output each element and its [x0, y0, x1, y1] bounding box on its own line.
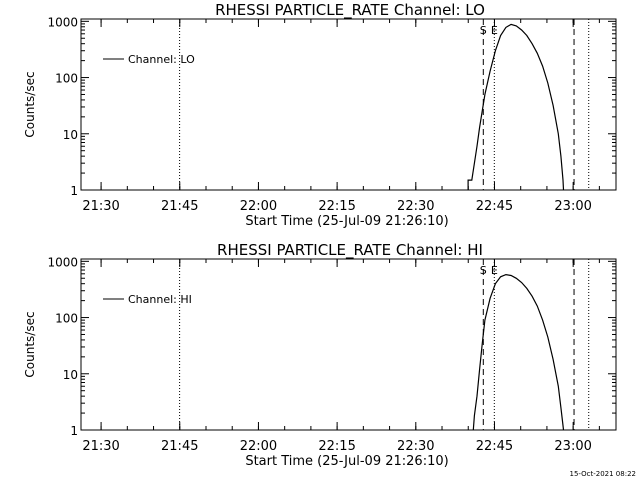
x-tick-label: 22:45: [476, 199, 513, 214]
marker-end-label: E: [491, 264, 498, 277]
chart-title: RHESSI PARTICLE_RATE Channel: LO: [215, 1, 485, 20]
marker-start-label: S: [480, 264, 487, 277]
x-tick-label: 22:45: [476, 439, 513, 454]
x-tick-label: 22:15: [318, 439, 355, 454]
series-line: [472, 273, 565, 431]
x-tick-label: 22:00: [240, 439, 277, 454]
marker-start-label: S: [480, 24, 487, 37]
y-tick-label: 10: [63, 128, 78, 142]
y-tick-label: 1000: [47, 15, 78, 29]
x-tick-label: 23:00: [554, 199, 591, 214]
panel-hi-channel: RHESSI PARTICLE_RATE Channel: HI Counts/s…: [23, 241, 617, 469]
plot-frame: [80, 258, 617, 431]
legend-label: Channel: HI: [128, 293, 192, 306]
x-tick-label: 23:00: [554, 439, 591, 454]
x-axis-label: Start Time (25-Jul-09 21:26:10): [245, 454, 448, 469]
series-line: [467, 23, 565, 191]
x-tick-label: 22:30: [397, 199, 434, 214]
footer-timestamp: 15-Oct-2021 08:22: [570, 470, 636, 478]
chart-title: RHESSI PARTICLE_RATE Channel: HI: [217, 241, 483, 260]
x-tick-label: 22:15: [318, 199, 355, 214]
plot-frame: [80, 18, 617, 191]
x-tick-label: 22:30: [397, 439, 434, 454]
x-tick-label: 21:30: [82, 439, 119, 454]
marker-end-label: E: [491, 24, 498, 37]
x-tick-label: 21:45: [161, 199, 198, 214]
y-tick-label: 100: [55, 72, 78, 86]
legend-label: Channel: LO: [128, 53, 195, 66]
y-axis-label: Counts/sec: [23, 71, 37, 137]
y-tick-label: 1: [70, 424, 78, 438]
x-tick-label: 21:30: [82, 199, 119, 214]
x-tick-label: 22:00: [240, 199, 277, 214]
y-tick-label: 10: [63, 368, 78, 382]
panel-lo-channel: RHESSI PARTICLE_RATE Channel: LO Counts/s…: [23, 1, 617, 229]
y-tick-label: 1: [70, 184, 78, 198]
y-tick-label: 100: [55, 312, 78, 326]
x-axis-label: Start Time (25-Jul-09 21:26:10): [245, 214, 448, 229]
y-axis-label: Counts/sec: [23, 311, 37, 377]
y-tick-label: 1000: [47, 255, 78, 269]
x-tick-label: 21:45: [161, 439, 198, 454]
